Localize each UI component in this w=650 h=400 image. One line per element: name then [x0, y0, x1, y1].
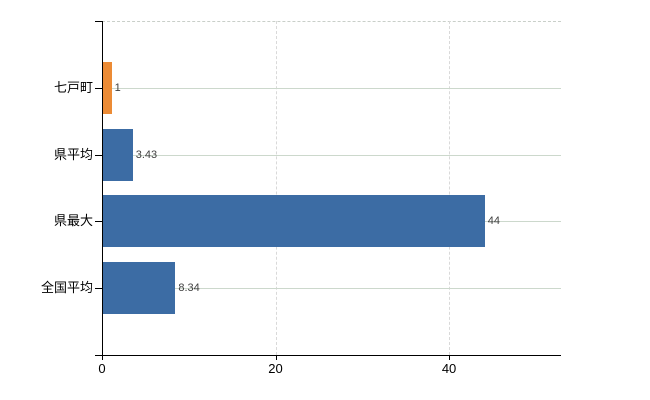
bar-value-label: 1	[114, 81, 121, 94]
category-label: 七戸町	[53, 79, 93, 95]
category-label: 県平均	[53, 146, 93, 162]
vertical-gridline	[275, 21, 277, 355]
x-tick-label: 20	[268, 361, 283, 376]
category-gridline	[102, 288, 561, 290]
bar	[103, 195, 485, 248]
category-gridline	[102, 154, 561, 156]
category-tick	[95, 87, 102, 89]
category-gridline	[102, 87, 561, 89]
x-axis-line	[95, 355, 561, 356]
x-tick	[275, 355, 277, 360]
x-tick-label: 40	[441, 361, 457, 376]
bar	[103, 61, 112, 114]
vertical-gridline	[449, 21, 451, 355]
bar	[103, 262, 176, 315]
x-tick-label: 0	[98, 361, 106, 376]
category-tick	[95, 221, 102, 223]
x-tick	[449, 355, 451, 360]
plot-area: 1 3.43 44 8.34	[102, 21, 561, 355]
bar-value-label: 8.34	[178, 282, 200, 295]
category-label: 県最大	[53, 213, 93, 229]
y-axis-line	[102, 21, 103, 360]
bar	[103, 128, 133, 181]
y-axis-top-tick	[95, 21, 102, 22]
plot-top-border	[102, 21, 561, 22]
x-tick	[102, 355, 103, 360]
category-label: 全国平均	[40, 280, 93, 296]
bar-value-label: 3.43	[135, 148, 158, 161]
category-tick	[95, 154, 102, 156]
category-tick	[95, 288, 102, 290]
bar-value-label: 44	[487, 215, 501, 228]
